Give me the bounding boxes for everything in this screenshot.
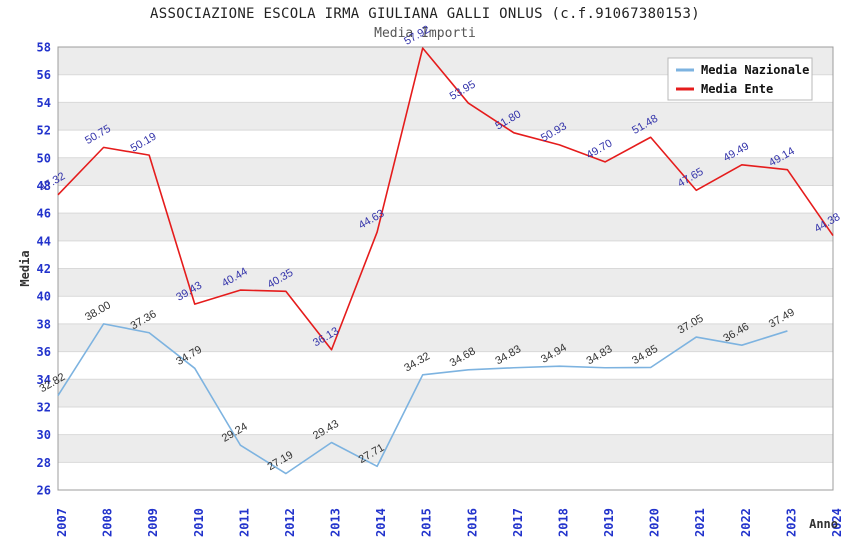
y-tick-label: 30: [37, 428, 51, 442]
y-tick-label: 40: [37, 290, 51, 304]
x-tick-label: 2008: [101, 508, 115, 537]
y-tick-label: 28: [37, 456, 51, 470]
legend-item-media-ente: Media Ente: [676, 82, 773, 96]
grid-band: [58, 379, 833, 407]
y-tick-label: 44: [37, 234, 51, 248]
legend-label-media-ente: Media Ente: [701, 82, 773, 96]
plot-border: [57, 46, 834, 491]
data-label-media-ente: 50.19: [129, 131, 159, 155]
grid-band: [58, 102, 833, 131]
legend-box: [667, 57, 813, 101]
grid-band: [58, 434, 833, 463]
y-tick-label: 26: [37, 484, 51, 498]
y-tick-label: 36: [37, 345, 51, 359]
x-tick-label: 2023: [784, 508, 798, 537]
y-tick-label: 56: [37, 68, 51, 82]
x-tick-label: 2012: [283, 508, 297, 537]
x-tick-label: 2021: [693, 508, 707, 537]
x-tick-label: 2017: [511, 508, 525, 537]
y-axis-title: Media: [18, 250, 32, 286]
x-tick-label: 2024: [830, 508, 844, 537]
series-line-media-ente: [57, 47, 834, 351]
y-tick-label: 58: [37, 41, 51, 55]
x-tick-label: 2010: [192, 508, 206, 537]
grid-band: [58, 268, 833, 297]
data-label-media-nazionale: 38.00: [83, 299, 113, 323]
y-tick-label: 42: [37, 262, 51, 276]
y-tick-label: 46: [37, 207, 51, 221]
legend-label-media-nazionale: Media Nazionale: [701, 63, 809, 77]
grid-band: [58, 157, 833, 186]
data-label-media-ente: 57.92: [402, 24, 432, 48]
x-tick-label: 2007: [55, 508, 69, 537]
x-tick-label: 2013: [329, 508, 343, 537]
x-tick-label: 2014: [374, 508, 388, 537]
chart-title: ASSOCIAZIONE ESCOLA IRMA GIULIANA GALLI …: [150, 6, 700, 22]
y-tick-label: 38: [37, 317, 51, 331]
x-tick-label: 2016: [465, 508, 479, 537]
x-tick-label: 2009: [146, 508, 160, 537]
x-tick-label: 2019: [602, 508, 616, 537]
data-label-media-nazionale: 34.32: [402, 350, 432, 374]
x-tick-label: 2015: [420, 508, 434, 537]
y-tick-label: 48: [37, 179, 51, 193]
y-tick-label: 52: [37, 124, 51, 138]
x-tick-label: 2018: [556, 508, 570, 537]
x-axis-title: Anno: [809, 517, 838, 531]
y-tick-label: 50: [37, 151, 51, 165]
chart-subtitle: Media Importi: [374, 26, 476, 41]
series-line-media-nazionale: [57, 323, 788, 475]
y-tick-label: 34: [37, 373, 51, 387]
grid-band: [58, 323, 833, 352]
legend: Media Nazionale Media Ente: [667, 57, 813, 101]
x-tick-label: 2020: [648, 508, 662, 537]
x-tick-label: 2022: [739, 508, 753, 537]
grid-band: [58, 213, 833, 241]
y-tick-label: 54: [37, 96, 51, 110]
legend-item-media-nazionale: Media Nazionale: [676, 63, 809, 77]
y-tick-label: 32: [37, 400, 51, 414]
x-tick-label: 2011: [237, 508, 251, 537]
data-label-media-ente: 53.95: [448, 79, 478, 103]
